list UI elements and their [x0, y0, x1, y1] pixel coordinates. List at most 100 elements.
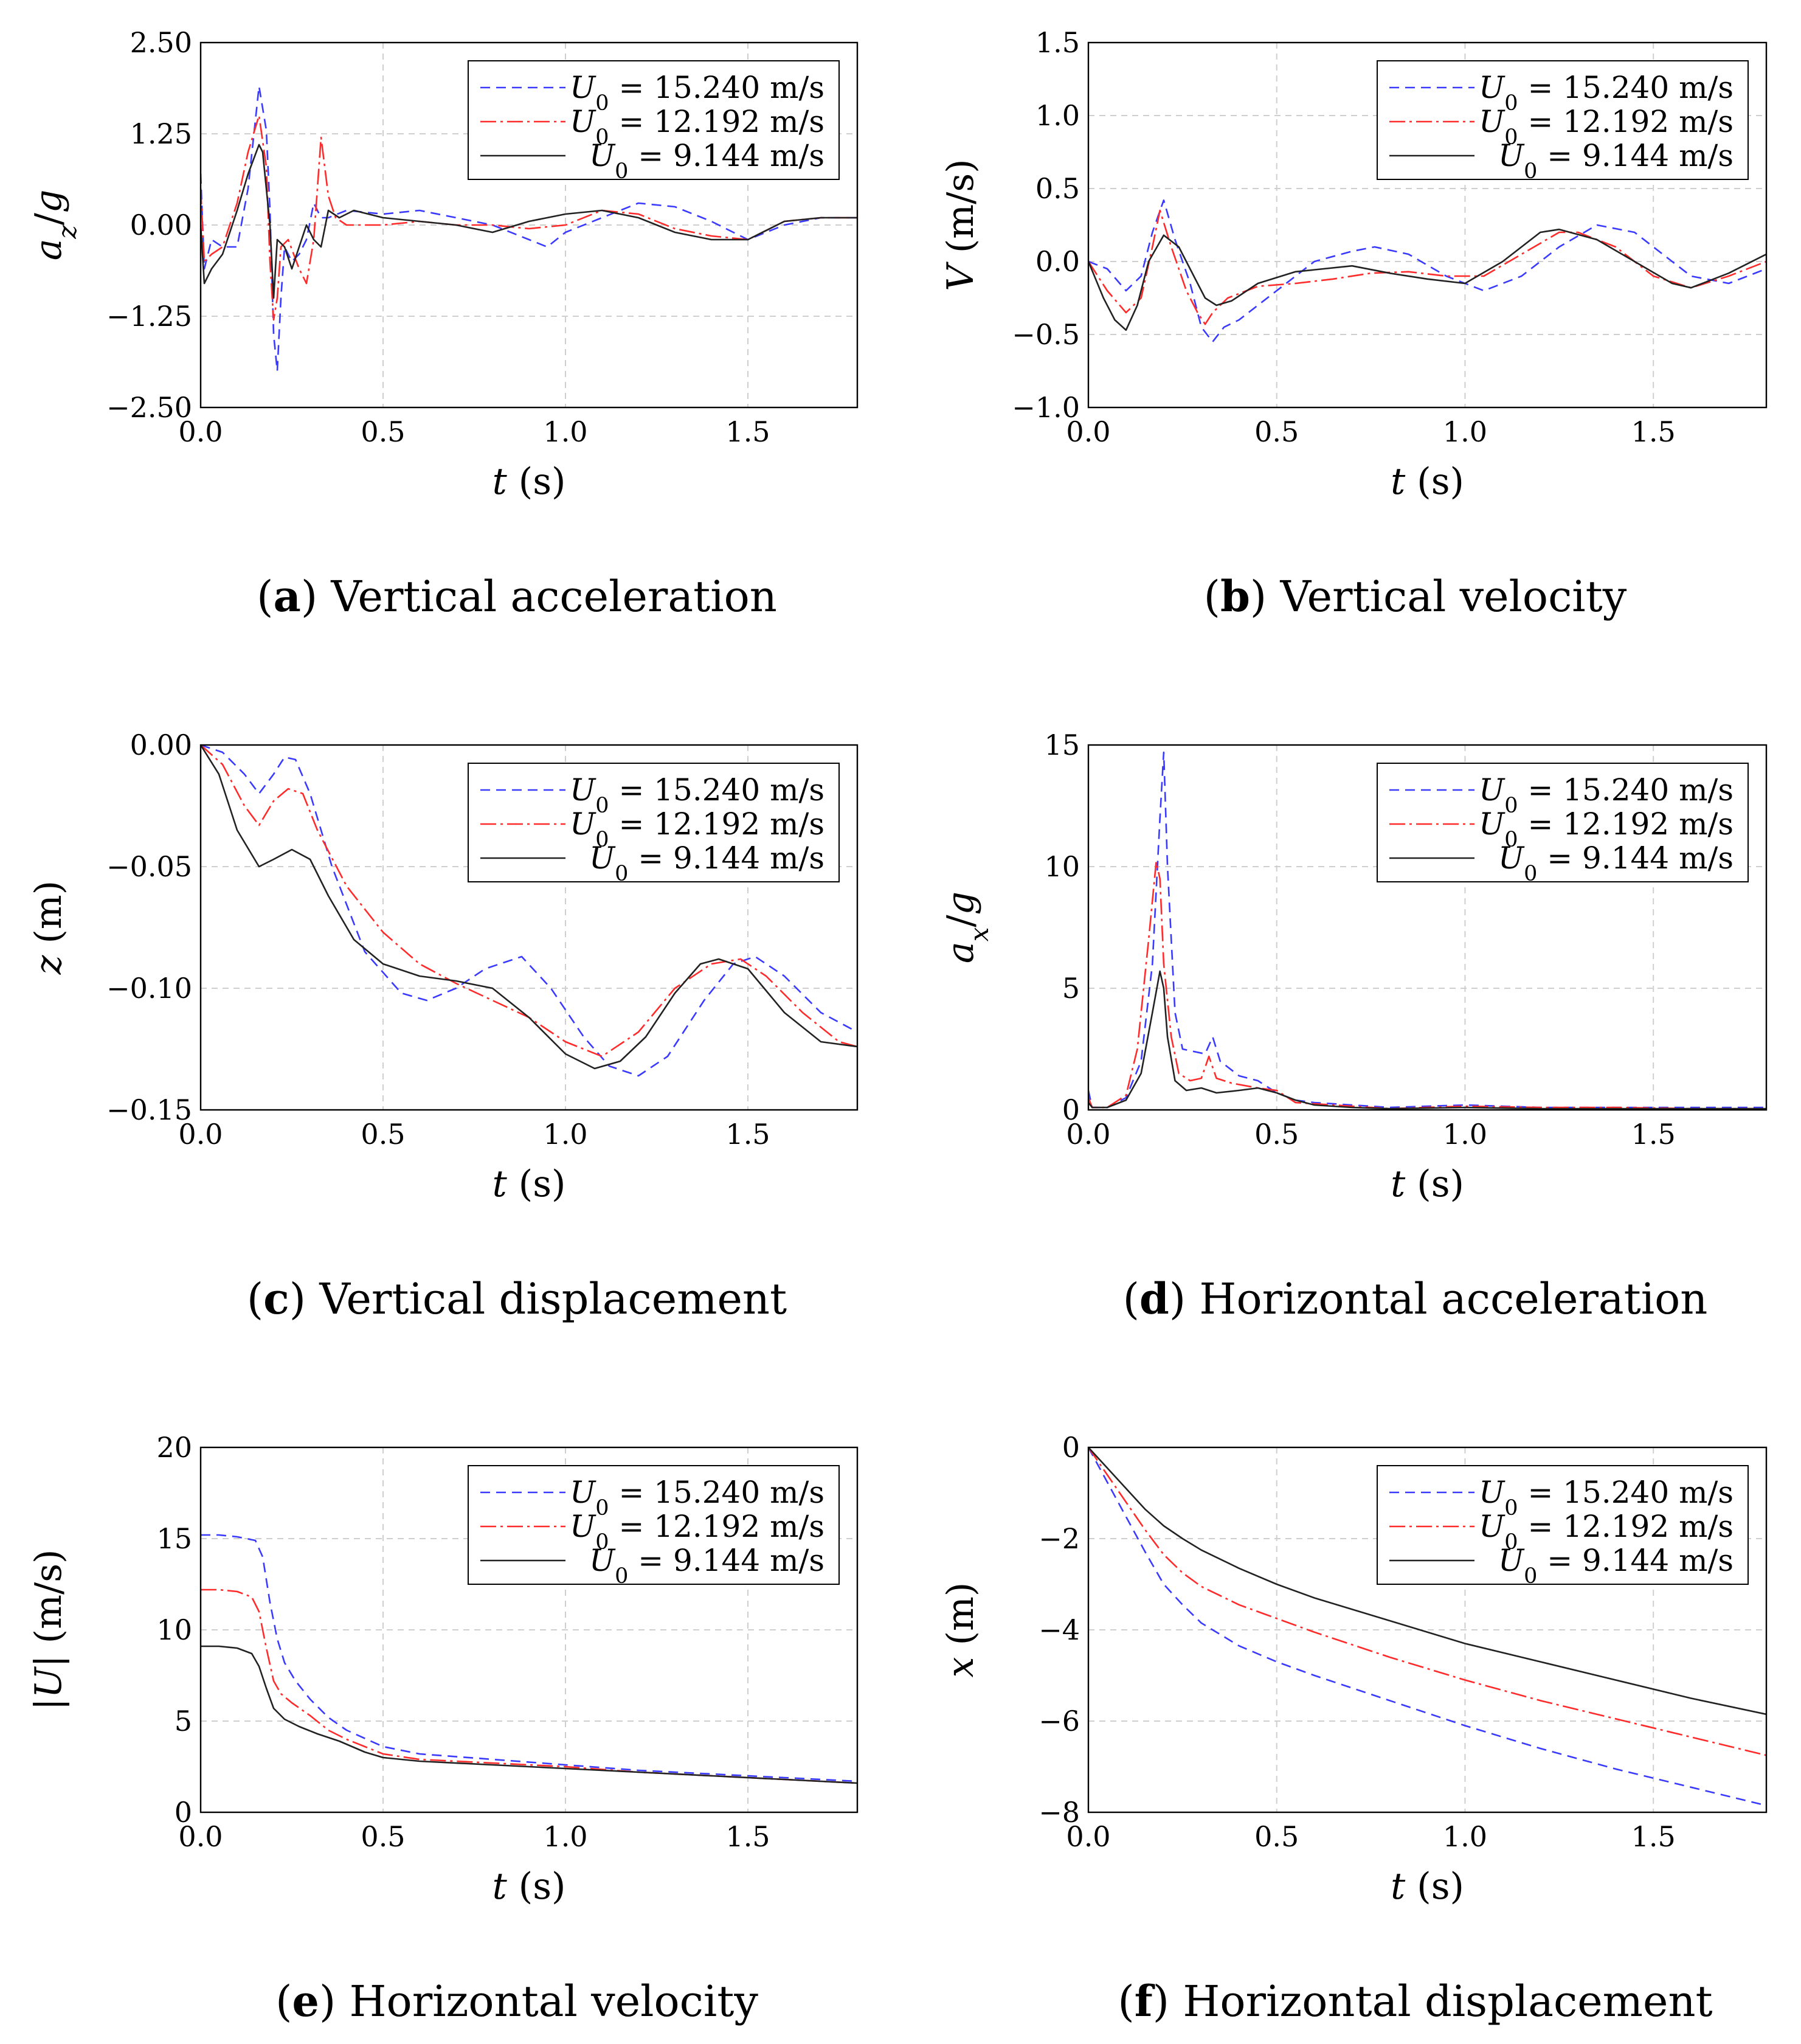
plot-frame	[1087, 744, 1768, 1111]
y-tick-label: 0	[175, 1796, 192, 1829]
x-tick-label: 1.0	[1443, 415, 1487, 448]
plot-frame	[199, 1446, 859, 1814]
x-tick-label: 0.5	[361, 415, 405, 448]
y-tick-label: 0.00	[130, 209, 192, 241]
subfigure-caption: (e) Horizontal velocity	[275, 1976, 758, 2026]
legend-box	[1377, 1465, 1749, 1585]
legend: U0 = 15.240 m/sU0 = 12.192 m/sU0 = 9.144…	[468, 763, 840, 886]
chart-panel-c: 0.0 0.5 1.0 1.5 −0.15 −0.10 −0.05 0.00 t (s) z (m…	[27, 729, 859, 1324]
y-tick-label: 0	[1062, 1093, 1080, 1126]
legend-label: U0 = 15.240 m/s	[1479, 1475, 1734, 1520]
y-tick-label: 10	[1044, 850, 1080, 883]
y-tick-label: −1.0	[1012, 391, 1080, 424]
legend-label: U0 = 15.240 m/s	[570, 70, 824, 116]
y-axis-label: z (m)	[27, 881, 70, 975]
legend-label: U0 = 9.144 m/s	[589, 840, 824, 886]
y-tick-label: 0	[1062, 1431, 1080, 1464]
legend-box	[468, 763, 840, 882]
series-line-3	[1088, 228, 1766, 331]
series-line-1	[201, 1534, 857, 1782]
y-tick-label: −0.10	[106, 972, 192, 1005]
x-axis-label: t (s)	[493, 460, 566, 503]
legend-label: U0 = 9.144 m/s	[589, 138, 824, 184]
legend-label: U0 = 12.192 m/s	[1479, 1509, 1734, 1554]
x-tick-label: 1.5	[725, 415, 770, 448]
legend-box	[1377, 763, 1749, 882]
y-axis-label: az/g	[27, 190, 82, 261]
legend-label: U0 = 9.144 m/s	[1498, 840, 1734, 886]
y-tick-label: 1.5	[1035, 26, 1080, 59]
x-tick-label: 1.0	[543, 415, 587, 448]
x-tick-label: 0.5	[1254, 415, 1299, 448]
series-line-1	[1088, 199, 1766, 343]
legend: U0 = 15.240 m/sU0 = 12.192 m/sU0 = 9.144…	[1377, 60, 1749, 184]
series-line-1	[1088, 751, 1766, 1109]
subfigure-caption: (a) Vertical acceleration	[257, 571, 777, 622]
x-tick-label: 0.0	[178, 1820, 223, 1853]
legend-label: U0 = 9.144 m/s	[1498, 138, 1734, 184]
series-line-1	[1088, 1447, 1766, 1807]
y-tick-label: 20	[156, 1431, 192, 1464]
y-axis-label: V (m/s)	[939, 159, 982, 291]
legend-box	[468, 1465, 840, 1585]
series-line-3	[1088, 970, 1766, 1110]
legend: U0 = 15.240 m/sU0 = 12.192 m/sU0 = 9.144…	[1377, 1465, 1749, 1588]
series-line-2	[201, 745, 857, 1058]
x-tick-label: 1.5	[1631, 415, 1676, 448]
y-tick-label: 1.25	[130, 117, 192, 150]
chart-panel-d: 0.0 0.5 1.0 1.5 0 5 10 15 t (s) ax/g U0 = 15.240 m…	[939, 729, 1768, 1324]
x-tick-label: 1.5	[1631, 1820, 1676, 1853]
x-tick-label: 1.5	[725, 1118, 770, 1151]
legend-label: U0 = 15.240 m/s	[570, 772, 824, 818]
y-axis-label: ax/g	[939, 892, 994, 963]
x-tick-label: 1.0	[1443, 1820, 1487, 1853]
legend: U0 = 15.240 m/sU0 = 12.192 m/sU0 = 9.144…	[1377, 763, 1749, 886]
x-tick-label: 1.5	[725, 1820, 770, 1853]
y-tick-label: 5	[175, 1705, 192, 1737]
x-tick-label: 1.5	[1631, 1118, 1676, 1151]
plot-frame	[1087, 41, 1768, 409]
x-tick-label: 1.0	[543, 1820, 587, 1853]
legend-label: U0 = 12.192 m/s	[570, 806, 824, 852]
chart-panel-a: 0.0 0.5 1.0 1.5 −2.50 −1.25 0.00 1.25 2.50 t (s) a…	[27, 26, 859, 622]
series-line-2	[201, 114, 857, 321]
y-tick-label: 15	[156, 1522, 192, 1555]
y-tick-label: −2.50	[106, 391, 192, 424]
legend-label: U0 = 9.144 m/s	[589, 1543, 824, 1588]
y-axis-label: |U| (m/s)	[27, 1550, 70, 1711]
y-tick-label: −0.5	[1012, 318, 1080, 351]
series-line-3	[201, 144, 857, 299]
y-tick-label: −0.05	[106, 850, 192, 883]
x-tick-label: 0.5	[1254, 1118, 1299, 1151]
y-tick-label: −2	[1039, 1522, 1080, 1555]
y-tick-label: −6	[1039, 1705, 1080, 1737]
subfigure-caption: (d) Horizontal acceleration	[1123, 1273, 1708, 1324]
legend-label: U0 = 15.240 m/s	[1479, 772, 1734, 818]
y-tick-label: 0.5	[1035, 172, 1080, 205]
series-line-3	[1088, 1447, 1766, 1716]
plot-frame	[199, 41, 859, 409]
series-line-3	[201, 1645, 857, 1784]
y-tick-label: 0.00	[130, 729, 192, 761]
series-line-2	[1088, 209, 1766, 325]
x-tick-label: 0.5	[361, 1118, 405, 1151]
y-tick-label: −4	[1039, 1613, 1080, 1646]
y-tick-label: 5	[1062, 972, 1080, 1005]
y-tick-label: 0.0	[1035, 245, 1080, 278]
legend-label: U0 = 15.240 m/s	[1479, 70, 1734, 116]
series-line-2	[1088, 1447, 1766, 1756]
legend-label: U0 = 9.144 m/s	[1498, 1543, 1734, 1588]
y-tick-label: 1.0	[1035, 99, 1080, 132]
x-tick-label: 1.0	[543, 1118, 587, 1151]
y-tick-label: −1.25	[106, 300, 192, 333]
subfigure-caption: (b) Vertical velocity	[1204, 571, 1627, 622]
chart-panel-b: 0.0 0.5 1.0 1.5 −1.0 −0.5 0.0 0.5 1.0 1.5 t (s) V (…	[939, 26, 1768, 622]
y-tick-label: −0.15	[106, 1093, 192, 1126]
legend-box	[468, 60, 840, 180]
x-axis-label: t (s)	[493, 1865, 566, 1908]
x-tick-label: 0.0	[178, 415, 223, 448]
x-tick-label: 0.0	[1066, 415, 1110, 448]
x-tick-label: 1.0	[1443, 1118, 1487, 1151]
y-tick-label: 10	[156, 1613, 192, 1646]
